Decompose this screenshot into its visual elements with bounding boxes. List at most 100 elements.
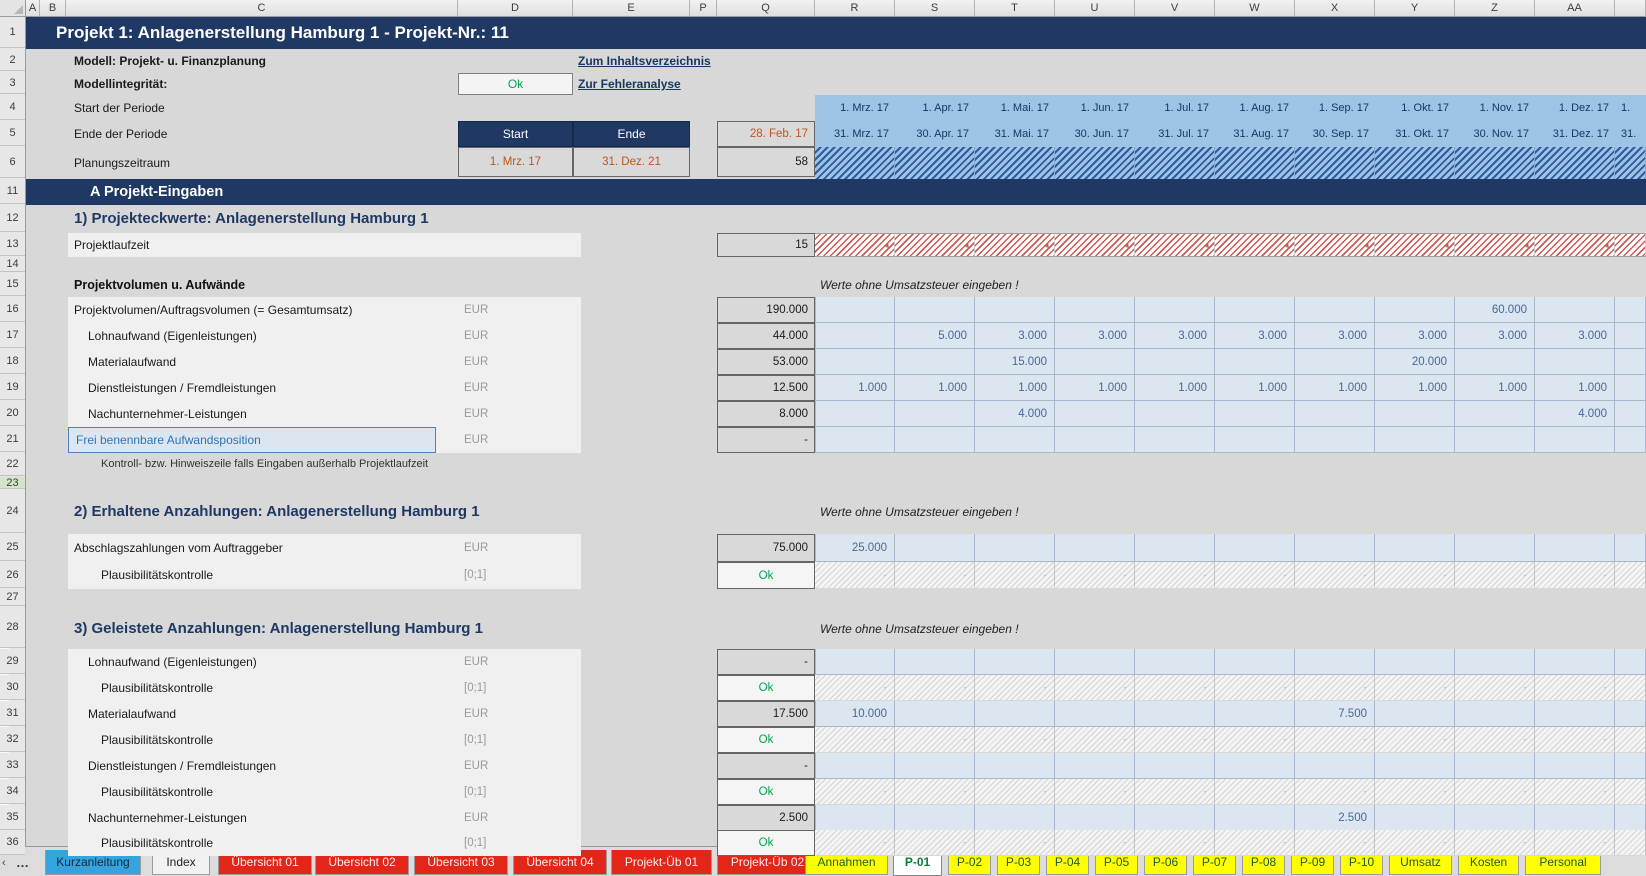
cell-T29[interactable] (975, 649, 1055, 675)
check-cell-U36[interactable]: - (1055, 830, 1135, 856)
row-header-2[interactable]: 2 (0, 49, 25, 71)
cell-S20[interactable] (895, 401, 975, 427)
check-cell-S36[interactable]: - (895, 830, 975, 856)
row-label-30[interactable]: Plausibilitätskontrolle (101, 681, 214, 695)
check-cell-W30[interactable]: - (1215, 675, 1295, 701)
cell-S21[interactable] (895, 427, 975, 453)
cell-ovf17[interactable] (1615, 323, 1646, 349)
column-header-U[interactable]: U (1055, 0, 1135, 17)
cell-AA17[interactable]: 3.000 (1535, 323, 1615, 349)
cell-W33[interactable] (1215, 753, 1295, 779)
check-cell-U26[interactable]: - (1055, 562, 1135, 589)
laufzeit-hatch-cell-ovf13[interactable] (1615, 233, 1646, 257)
cell-S19[interactable]: 1.000 (895, 375, 975, 401)
period-hatch-cell-8[interactable] (1375, 147, 1455, 179)
cell-X16[interactable] (1295, 297, 1375, 323)
cell-ovf16[interactable] (1615, 297, 1646, 323)
cell-T16[interactable] (975, 297, 1055, 323)
cell-S18[interactable] (895, 349, 975, 375)
check-cell-R26[interactable]: - (815, 562, 895, 589)
cell-Z20[interactable] (1455, 401, 1535, 427)
cell-AA31[interactable] (1535, 701, 1615, 727)
column-header-X[interactable]: X (1295, 0, 1375, 17)
month-start-cell-2[interactable]: 1. Apr. 17 (922, 102, 969, 114)
row-label-33[interactable]: Dienstleistungen / Fremdleistungen (88, 759, 277, 773)
month-end-cell-1[interactable]: 31. Mrz. 17 (833, 128, 889, 140)
cell-Z21[interactable] (1455, 427, 1535, 453)
period-hatch-cell-4[interactable] (1055, 147, 1135, 179)
check-cell-Z36[interactable]: - (1455, 830, 1535, 856)
row-label-31[interactable]: Materialaufwand (88, 707, 177, 721)
free-position-cell-box[interactable] (68, 427, 436, 453)
row-label-17[interactable]: Lohnaufwand (Eigenleistungen) (88, 329, 257, 343)
column-header-A[interactable]: A (26, 0, 40, 17)
row-header-17[interactable]: 17 (0, 323, 25, 348)
cell-T25[interactable] (975, 534, 1055, 562)
row-header-11[interactable]: 11 (0, 179, 25, 204)
cell-V31[interactable] (1135, 701, 1215, 727)
cell-R18[interactable] (815, 349, 895, 375)
cell-Z18[interactable] (1455, 349, 1535, 375)
column-header-AA[interactable]: AA (1535, 0, 1615, 17)
cell-S16[interactable] (895, 297, 975, 323)
column-header-B[interactable]: B (40, 0, 66, 17)
cell-V35[interactable] (1135, 805, 1215, 831)
laufzeit-hatch-cell-AA13[interactable]: ◄ (1535, 233, 1615, 257)
column-header-Y[interactable]: Y (1375, 0, 1455, 17)
total-cell-35[interactable]: 2.500 (717, 805, 815, 831)
row-header-3[interactable]: 3 (0, 72, 25, 94)
total-cell-20[interactable]: 8.000 (717, 401, 815, 427)
cell-U18[interactable] (1055, 349, 1135, 375)
cell-AA20[interactable]: 4.000 (1535, 401, 1615, 427)
row-header-36[interactable]: 36 (0, 830, 25, 855)
cell-U29[interactable] (1055, 649, 1135, 675)
column-header-P[interactable]: P (690, 0, 717, 17)
column-header-V[interactable]: V (1135, 0, 1215, 17)
row-header-24[interactable]: 24 (0, 490, 25, 533)
cell-Y20[interactable] (1375, 401, 1455, 427)
cell-X29[interactable] (1295, 649, 1375, 675)
check-cell-V26[interactable]: - (1135, 562, 1215, 589)
start-period-label[interactable]: Start der Periode (74, 101, 165, 115)
row-header-23[interactable]: 23 (0, 477, 25, 489)
check-cell-ovf30[interactable] (1615, 675, 1646, 701)
cell-Z17[interactable]: 3.000 (1455, 323, 1535, 349)
cell-U21[interactable] (1055, 427, 1135, 453)
period-hatch-cell-5[interactable] (1135, 147, 1215, 179)
period-hatch-cell-2[interactable] (895, 147, 975, 179)
check-cell-W26[interactable]: - (1215, 562, 1295, 589)
cell-R31[interactable]: 10.000 (815, 701, 895, 727)
check-cell-AA32[interactable]: - (1535, 727, 1615, 753)
cell-U31[interactable] (1055, 701, 1135, 727)
cell-R16[interactable] (815, 297, 895, 323)
cell-W16[interactable] (1215, 297, 1295, 323)
check-cell-Y30[interactable]: - (1375, 675, 1455, 701)
cell-T33[interactable] (975, 753, 1055, 779)
cell-R17[interactable] (815, 323, 895, 349)
cell-S33[interactable] (895, 753, 975, 779)
check-cell-AA26[interactable]: - (1535, 562, 1615, 589)
cell-X35[interactable]: 2.500 (1295, 805, 1375, 831)
row-header-27[interactable]: 27 (0, 589, 25, 606)
cell-Z29[interactable] (1455, 649, 1535, 675)
row-header-22[interactable]: 22 (0, 453, 25, 476)
column-header-Q[interactable]: Q (717, 0, 815, 17)
cell-ovf29[interactable] (1615, 649, 1646, 675)
laufzeit-hatch-cell-V13[interactable]: ◄ (1135, 233, 1215, 257)
check-cell-V32[interactable]: - (1135, 727, 1215, 753)
total-cell-26[interactable]: Ok (717, 562, 815, 589)
check-cell-Y34[interactable]: - (1375, 779, 1455, 805)
cell-V16[interactable] (1135, 297, 1215, 323)
cell-W29[interactable] (1215, 649, 1295, 675)
cell-ovf31[interactable] (1615, 701, 1646, 727)
integrity-status-cell[interactable]: Ok (458, 73, 573, 95)
total-cell-31[interactable]: 17.500 (717, 701, 815, 727)
month-start-cell-9[interactable]: 1. Nov. 17 (1479, 102, 1529, 114)
prev-period-end-cell[interactable]: 28. Feb. 17 (717, 121, 815, 147)
total-cell-36[interactable]: Ok (717, 830, 815, 856)
total-cell-32[interactable]: Ok (717, 727, 815, 753)
tab-overflow-ellipsis[interactable]: … (16, 855, 29, 870)
row-label-16[interactable]: Projektvolumen/Auftragsvolumen (= Gesamt… (74, 303, 353, 317)
month-end-cell-3[interactable]: 31. Mai. 17 (994, 128, 1049, 140)
month-end-cell-8[interactable]: 31. Okt. 17 (1395, 128, 1449, 140)
